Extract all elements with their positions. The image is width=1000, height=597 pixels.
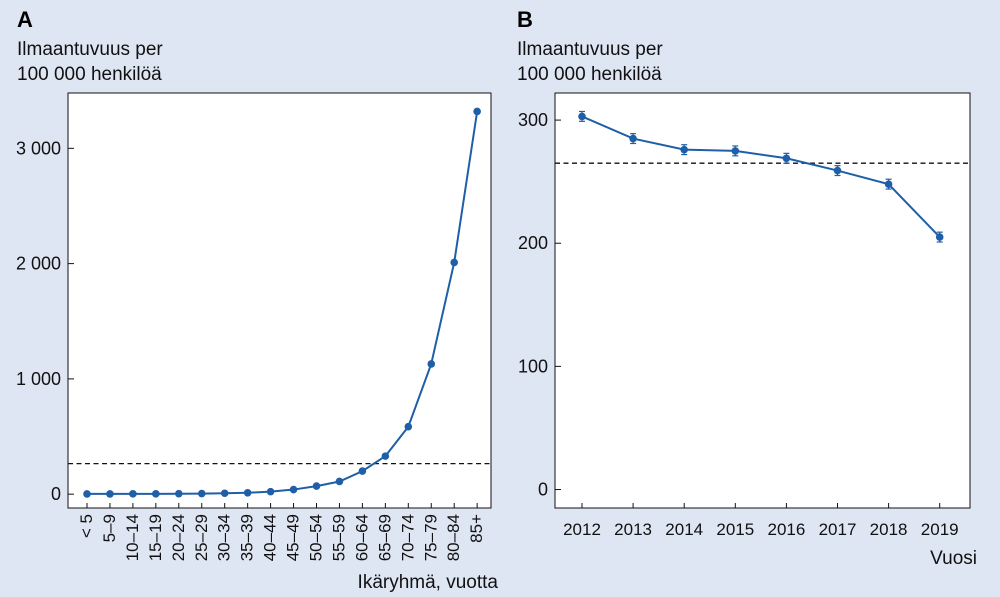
y-tick-label: 0 [51,484,61,504]
x-tick-label: 35–39 [238,514,257,561]
x-tick-label: 75–79 [421,514,440,561]
y-tick-label: 3 000 [16,138,61,158]
panel-a-x-axis: < 5 5–9 10–14 15–19 20–24 25–29 30–34 35–39 40–4… [77,503,486,561]
panel-b-ylabel-line-2: 100 000 henkilöä [517,64,662,85]
x-tick-label: 55–59 [329,514,348,561]
x-tick-label: 2018 [870,520,908,539]
x-tick-label: 2015 [716,520,754,539]
x-tick-label: 60–64 [352,514,371,561]
data-point [404,422,413,431]
data-point [83,490,91,498]
panel-a-ylabel-line-2: 100 000 henkilöä [17,64,162,85]
data-point [152,490,160,498]
x-tick-label: 2014 [665,520,703,539]
panel-a-points [83,107,481,498]
data-point [289,485,298,494]
y-tick-label: 300 [518,110,548,130]
y-tick-label: 2 000 [16,254,61,274]
panel-b-xlabel: Vuosi [930,548,977,569]
data-point [680,145,688,154]
data-point [175,489,183,498]
panel-a-ylabel-line-1: Ilmaantuvuus per [17,39,163,60]
y-tick-label: 200 [518,233,548,253]
x-tick-label: 5–9 [100,514,119,542]
x-tick-label: 30–34 [215,514,234,561]
y-tick-label: 0 [538,480,548,500]
x-tick-label: 85+ [467,514,486,543]
panel-a-plot-area [67,92,492,509]
panel-b-points [578,110,944,243]
data-point [335,477,344,486]
panel-b-ylabel-line-1: Ilmaantuvuus per [517,39,663,60]
x-tick-label: 15–19 [146,514,165,561]
x-tick-label: 25–29 [192,514,211,561]
data-point [312,482,321,490]
data-point [731,147,740,155]
x-tick-label: 40–44 [261,514,280,561]
x-tick-label: 2019 [921,520,959,539]
data-point [220,489,229,498]
data-point [578,112,586,121]
data-point [782,154,791,163]
panel-b-y-axis: 0 100 200 300 [518,110,561,500]
data-point [884,180,893,188]
panel-a: A Ilmaantuvuus per 100 000 henkilöä 0 1 0… [16,7,498,593]
x-tick-label: < 5 [77,514,96,538]
panel-b-plot-area [554,92,971,509]
x-tick-label: 10–14 [123,514,142,561]
y-tick-label: 100 [518,356,548,376]
panel-a-series-line [87,111,479,495]
data-point [106,490,114,498]
panel-b: B Ilmaantuvuus per 100 000 henkilöä 0 100… [517,7,977,569]
data-point [427,360,436,368]
x-tick-label: 45–49 [284,514,303,561]
x-tick-label: 70–74 [398,514,417,561]
x-tick-label: 80–84 [444,514,463,561]
data-point [833,166,842,175]
x-tick-label: 65–69 [375,514,394,561]
panel-b-x-axis: 2012 2013 2014 2015 2016 2017 2018 2019 [563,503,959,539]
panel-a-xlabel: Ikäryhmä, vuotta [358,572,499,593]
data-point [381,452,390,460]
data-point [473,107,481,116]
x-tick-label: 2016 [767,520,805,539]
x-tick-label: 50–54 [307,514,326,561]
data-point [358,467,367,475]
x-tick-label: 2012 [563,520,601,539]
data-point [266,487,275,496]
panel-a-y-axis: 0 1 000 2 000 3 000 [16,138,74,504]
data-point [243,488,252,497]
panel-a-letter: A [17,7,33,32]
data-point [629,134,637,143]
panel-b-series-line [581,115,941,238]
panel-b-letter: B [517,7,533,32]
y-tick-label: 1 000 [16,369,61,389]
x-tick-label: 2013 [614,520,652,539]
data-point [197,489,206,498]
data-point [450,258,459,267]
x-tick-label: 20–24 [169,514,188,561]
data-point [129,490,137,498]
x-tick-label: 2017 [819,520,857,539]
data-point [935,233,944,241]
